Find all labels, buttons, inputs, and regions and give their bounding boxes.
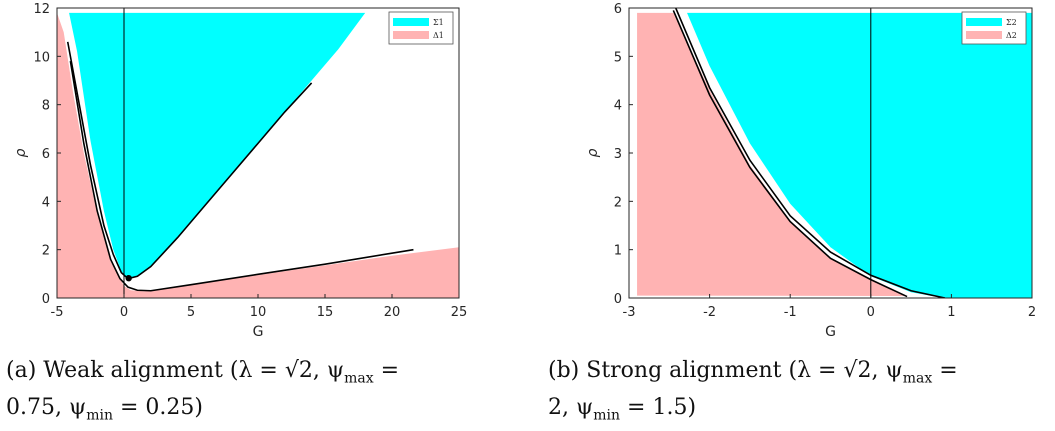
xtick-label-b-2: -1 — [784, 305, 797, 320]
legend-label-a-1: Δ1 — [433, 31, 444, 40]
legend-label-b-1: Δ2 — [1006, 31, 1017, 40]
ylabel-a: ρ — [13, 148, 29, 157]
caption-a-line1: (a) Weak alignment (λ = √2, ψmax = — [6, 358, 400, 387]
xtick-label-a-4: 15 — [317, 305, 334, 320]
ytick-label-a-4: 8 — [42, 99, 50, 114]
ytick-label-a-5: 10 — [33, 50, 50, 65]
xtick-label-b-1: -2 — [703, 305, 716, 320]
xtick-label-b-5: 2 — [1028, 305, 1036, 320]
caption-b-line2: 2, ψmin = 1.5) — [548, 395, 697, 424]
region-a-sigma — [69, 12, 366, 279]
ytick-label-a-3: 6 — [42, 147, 50, 162]
ytick-label-a-1: 2 — [42, 244, 50, 259]
xtick-label-a-2: 5 — [187, 305, 195, 320]
ytick-label-b-0: 0 — [614, 292, 622, 307]
xtick-label-a-1: 0 — [120, 305, 128, 320]
xtick-label-a-6: 25 — [451, 305, 468, 320]
caption-b-line1: (b) Strong alignment (λ = √2, ψmax = — [548, 358, 958, 387]
curve-b-0 — [675, 8, 946, 298]
region-a-delta — [57, 12, 459, 298]
ytick-label-b-3: 3 — [614, 147, 622, 162]
xtick-label-a-0: -5 — [51, 305, 64, 320]
curve-b-1 — [672, 10, 908, 298]
chart-a-plot — [57, 8, 459, 298]
ytick-label-a-6: 12 — [33, 2, 50, 17]
legend-label-a-0: Σ1 — [433, 18, 444, 27]
xtick-label-a-3: 10 — [250, 305, 267, 320]
xtick-label-b-4: 1 — [947, 305, 955, 320]
legend-label-b-0: Σ2 — [1006, 18, 1017, 27]
xtick-label-b-0: -3 — [623, 305, 636, 320]
ytick-label-a-2: 4 — [42, 195, 50, 210]
ytick-label-b-5: 5 — [614, 50, 622, 65]
ytick-label-b-4: 4 — [614, 99, 622, 114]
legend-swatch-a-0 — [393, 18, 429, 26]
legend-swatch-b-0 — [966, 18, 1002, 26]
xtick-label-b-3: 0 — [867, 305, 875, 320]
xlabel-a: G — [253, 324, 264, 340]
legend-swatch-b-1 — [966, 31, 1002, 39]
ytick-label-b-6: 6 — [614, 2, 622, 17]
region-b-sigma — [687, 12, 1032, 298]
xtick-label-a-5: 20 — [384, 305, 401, 320]
ylabel-b: ρ — [585, 148, 601, 157]
ytick-label-a-0: 0 — [42, 292, 50, 307]
caption-a-line2: 0.75, ψmin = 0.25) — [6, 395, 204, 424]
ytick-label-b-2: 2 — [614, 195, 622, 210]
curve-a-1 — [69, 61, 414, 292]
marker-a-0 — [125, 274, 132, 282]
ytick-label-b-1: 1 — [614, 244, 622, 259]
caption-a: (a) Weak alignment (λ = √2, ψmax = 0.75,… — [6, 356, 526, 431]
chart-b-plot — [637, 8, 1032, 298]
caption-b: (b) Strong alignment (λ = √2, ψmax = 2, … — [548, 356, 1055, 431]
legend-swatch-a-1 — [393, 31, 429, 39]
curve-a-0 — [66, 41, 313, 280]
xlabel-b: G — [825, 324, 836, 340]
